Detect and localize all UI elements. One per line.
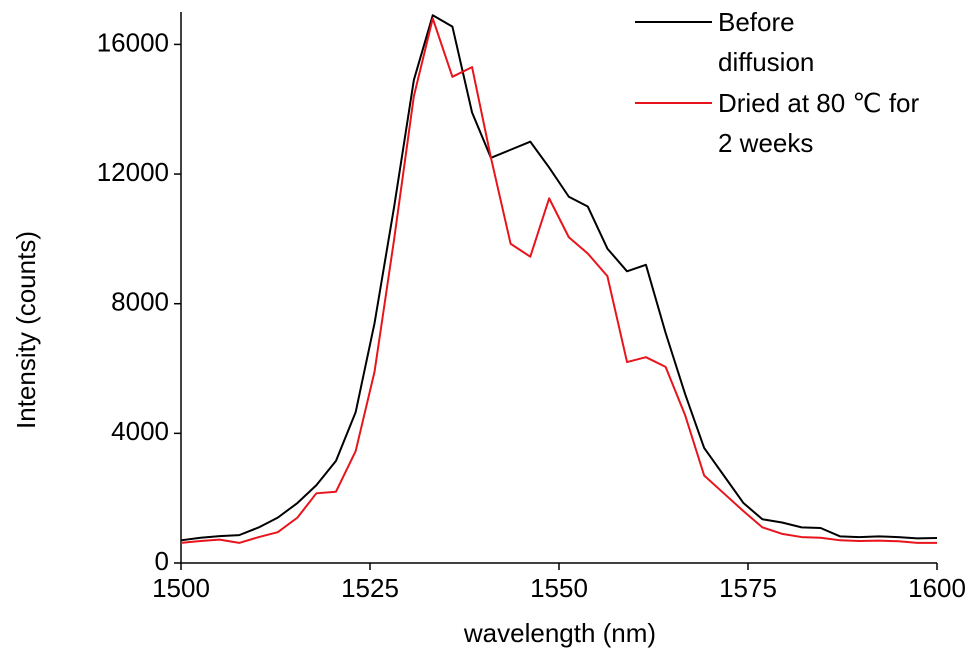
x-tick-label: 1500 — [152, 573, 210, 603]
data-line — [180, 17, 937, 544]
y-axis-label: Intensity (counts) — [11, 231, 41, 429]
legend-label: Before diffusion — [718, 7, 815, 77]
legend-label: Dried at 80 ℃ for 2 weeks — [718, 88, 920, 158]
y-tick-label: 4000 — [111, 416, 169, 446]
x-tick-label: 1550 — [530, 573, 588, 603]
data-line — [180, 14, 938, 542]
x-tick-label: 1600 — [908, 573, 966, 603]
y-tick-label: 16000 — [97, 27, 169, 57]
x-axis-label: wavelength (nm) — [463, 618, 656, 648]
y-tick-label: 12000 — [97, 157, 169, 187]
x-tick-label: 1575 — [719, 573, 777, 603]
y-tick-label: 8000 — [111, 287, 169, 317]
y-tick-label: 0 — [155, 546, 169, 576]
x-tick-label: 1525 — [341, 573, 399, 603]
